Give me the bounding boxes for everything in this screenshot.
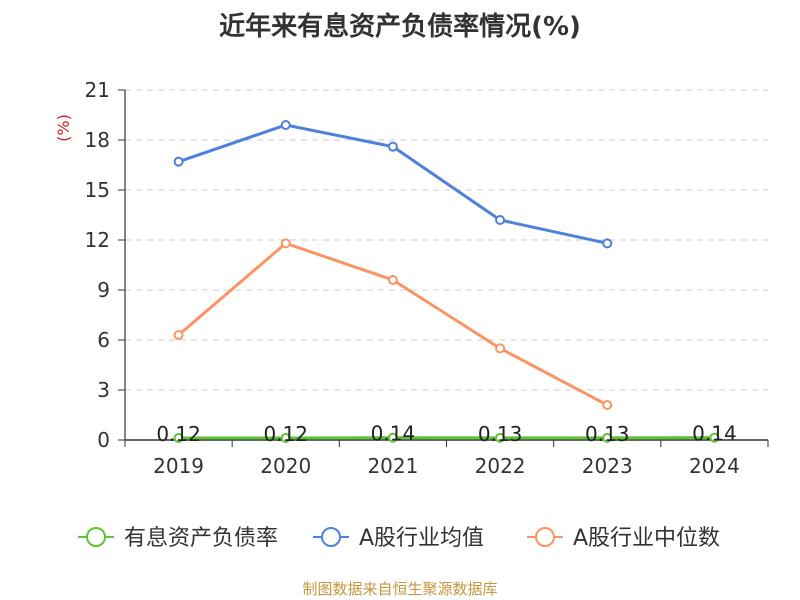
data-label: 0.13 <box>585 422 630 446</box>
grid-lines <box>125 89 768 391</box>
y-tick-label: 6 <box>97 328 110 352</box>
data-point <box>173 433 184 443</box>
axes: 0 3 6 9 12 15 18 21 2019 2020 2021 2022 2023 2024 (%) <box>54 78 769 478</box>
source-note: 制图数据来自恒生聚源数据库 <box>302 580 498 598</box>
legend-label: 有息资产负债率 <box>124 526 278 551</box>
legend-marker <box>535 527 555 547</box>
data-point <box>495 343 506 354</box>
data-point <box>602 238 613 249</box>
y-tick-label: 12 <box>85 228 110 252</box>
series-line <box>177 241 609 407</box>
y-axis-label: (%) <box>54 114 73 142</box>
data-point <box>280 120 291 130</box>
x-tick-label: 2021 <box>367 454 418 478</box>
data-point <box>173 330 184 340</box>
y-tick-label: 0 <box>97 428 110 452</box>
data-point <box>280 238 291 249</box>
chart-title: 近年来有息资产负债率情况(%) <box>219 12 581 42</box>
data-label: 0.14 <box>692 422 737 446</box>
data-point <box>602 400 613 410</box>
y-tick-label: 3 <box>97 378 110 402</box>
data-label: 0.13 <box>478 422 523 446</box>
data-point <box>709 432 720 443</box>
legend-marker <box>86 527 106 547</box>
data-point <box>280 433 291 443</box>
data-point <box>495 432 506 443</box>
legend-item: 有息资产负债率 <box>78 526 278 551</box>
data-labels: 0.12 0.12 0.14 0.13 0.13 0.14 <box>156 422 736 446</box>
y-tick-label: 21 <box>85 78 110 102</box>
legend-label: A股行业均值 <box>359 526 484 551</box>
series-lines <box>173 120 720 443</box>
y-tick-label: 18 <box>85 128 110 152</box>
x-tick-label: 2024 <box>689 454 740 478</box>
data-point <box>387 275 398 285</box>
data-label: 0.12 <box>156 422 201 446</box>
data-point <box>173 156 184 167</box>
legend-item: A股行业中位数 <box>527 526 720 551</box>
x-tick-label: 2020 <box>260 454 311 478</box>
x-tick-label: 2019 <box>153 454 204 478</box>
legend: 有息资产负债率 A股行业均值 A股行业中位数 <box>78 526 720 551</box>
y-tick-label: 15 <box>85 178 110 202</box>
legend-label: A股行业中位数 <box>573 526 720 551</box>
legend-item: A股行业均值 <box>313 526 484 551</box>
data-point <box>387 141 398 152</box>
x-tick-label: 2022 <box>475 454 526 478</box>
data-label: 0.12 <box>263 422 308 446</box>
data-point <box>495 215 506 225</box>
data-label: 0.14 <box>371 422 416 446</box>
x-tick-label: 2023 <box>582 454 633 478</box>
data-point <box>602 432 613 443</box>
y-tick-label: 9 <box>97 278 110 302</box>
legend-marker <box>321 527 341 547</box>
data-point <box>387 432 398 443</box>
